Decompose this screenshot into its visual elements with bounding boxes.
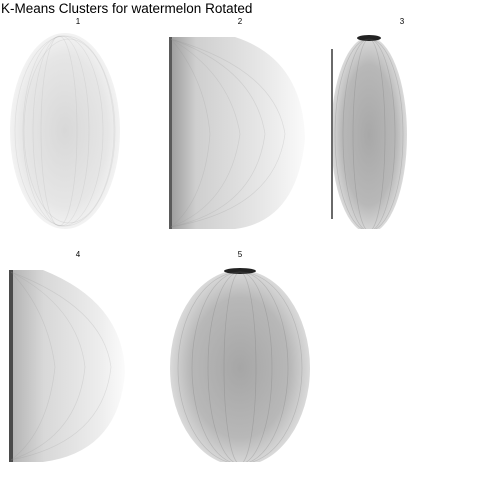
cluster-sketch-4 xyxy=(9,270,125,462)
figure-title: K-Means Clusters for watermelon Rotated xyxy=(1,1,253,16)
cluster-panel-4: 4 xyxy=(3,250,153,465)
cluster-sketch-2 xyxy=(169,37,305,229)
cluster-sketch-5 xyxy=(170,268,310,462)
cluster-label-3: 3 xyxy=(399,17,405,26)
cluster-panel-5: 5 xyxy=(165,250,315,465)
cluster-panel-2: 2 xyxy=(165,17,315,232)
cluster-label-4: 4 xyxy=(75,250,81,259)
cluster-label-2: 2 xyxy=(237,17,243,26)
cluster-panel-3: 3 xyxy=(327,17,477,232)
cluster-panel-1: 1 xyxy=(3,17,153,232)
cluster-sketch-3 xyxy=(331,35,407,229)
cluster-label-5: 5 xyxy=(237,250,243,259)
cluster-label-1: 1 xyxy=(75,17,81,26)
cluster-sketch-1 xyxy=(10,33,120,229)
